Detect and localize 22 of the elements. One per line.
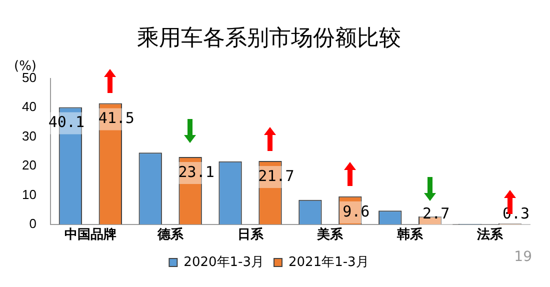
data-label: 40.1 <box>48 113 85 132</box>
y-tick-label: 20 <box>22 158 36 173</box>
legend-label: 2020年1-3月 <box>184 254 264 270</box>
y-axis-title: (%) <box>14 58 36 74</box>
x-tick-label: 日系 <box>237 226 264 243</box>
x-tick-label: 美系 <box>316 226 344 243</box>
y-tick-label: 40 <box>22 99 36 114</box>
chart-title: 乘用车各系别市场份额比较 <box>137 26 401 51</box>
data-label: 41.5 <box>98 109 134 128</box>
data-label: 21.7 <box>258 166 294 185</box>
x-tick-label: 德系 <box>156 226 184 243</box>
x-tick-label: 中国品牌 <box>64 226 116 243</box>
y-tick-label: 30 <box>22 128 36 144</box>
y-tick-label: 10 <box>22 186 36 202</box>
text: 19 <box>514 249 532 265</box>
x-tick-label: 法系 <box>476 226 504 243</box>
legend-label: 2021年1-3月 <box>288 254 369 270</box>
y-tick-label: 0 <box>29 216 36 231</box>
x-tick-label: 韩系 <box>396 226 424 243</box>
data-label: 2.7 <box>422 204 450 222</box>
data-label: 9.6 <box>342 202 370 220</box>
data-label: 23.1 <box>178 162 214 181</box>
